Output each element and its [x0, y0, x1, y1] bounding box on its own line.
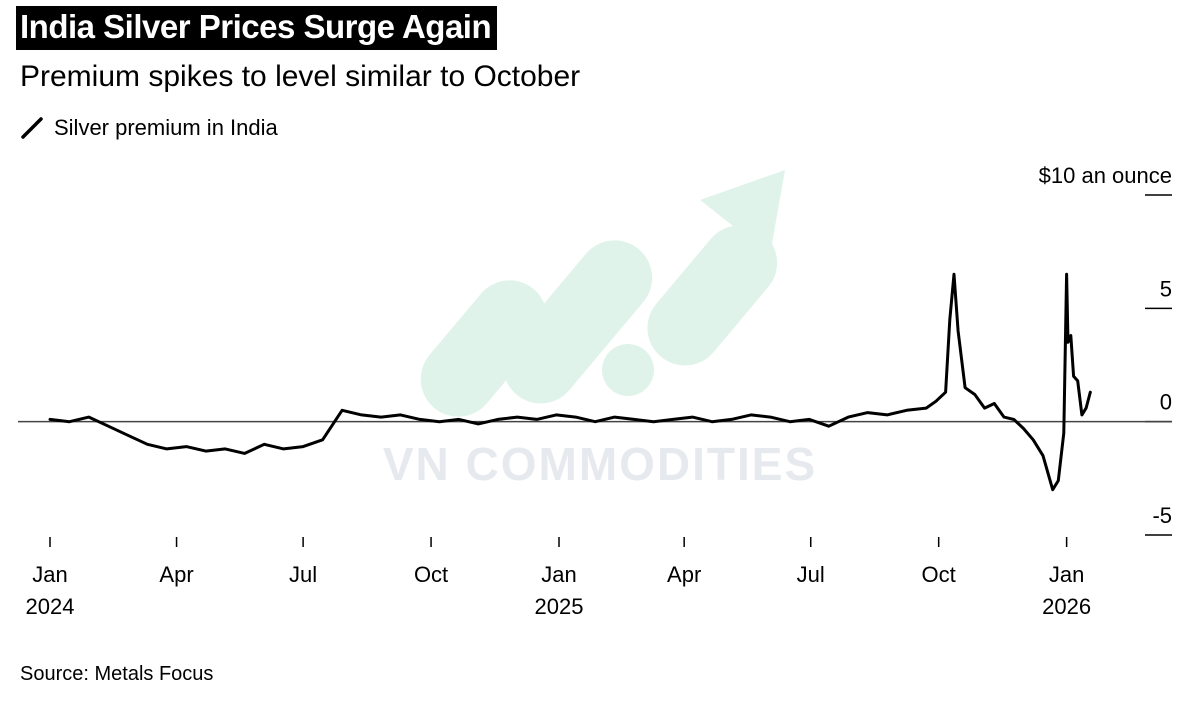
- chart-subtitle: Premium spikes to level similar to Octob…: [20, 60, 581, 93]
- x-tick-label: Jan: [541, 562, 576, 587]
- y-tick-label: 5: [1160, 276, 1172, 301]
- y-tick-label: $10 an ounce: [1039, 163, 1172, 188]
- axes: $10 an ounce 5 0 -5 Jan 2024 Apr Jul Oct Jan 2025 A…: [26, 163, 1172, 619]
- x-tick-label: Jan: [1049, 562, 1084, 587]
- legend-label: Silver premium in India: [54, 115, 278, 140]
- y-tick-label: -5: [1152, 503, 1172, 528]
- watermark: VN COMMODITIES: [383, 170, 817, 490]
- x-tick-label: Jul: [289, 562, 317, 587]
- x-tick-label: Apr: [667, 562, 701, 587]
- watermark-text: VN COMMODITIES: [383, 438, 817, 490]
- x-tick-year-label: 2025: [535, 594, 584, 619]
- x-tick-label: Jan: [32, 562, 67, 587]
- line-legend-icon: [21, 117, 43, 139]
- x-tick-label: Oct: [414, 562, 448, 587]
- x-tick-year-label: 2026: [1042, 594, 1091, 619]
- x-tick-label: Oct: [922, 562, 956, 587]
- legend: Silver premium in India: [20, 113, 278, 143]
- chart-title: India Silver Prices Surge Again: [16, 6, 498, 50]
- watermark-logo-icon: [420, 170, 785, 417]
- x-tick-year-label: 2024: [26, 594, 75, 619]
- source-note: Source: Metals Focus: [20, 663, 214, 685]
- x-tick-label: Jul: [797, 562, 825, 587]
- series-group: [48, 272, 1092, 492]
- x-tick-label: Apr: [159, 562, 193, 587]
- y-tick-label: 0: [1160, 390, 1172, 415]
